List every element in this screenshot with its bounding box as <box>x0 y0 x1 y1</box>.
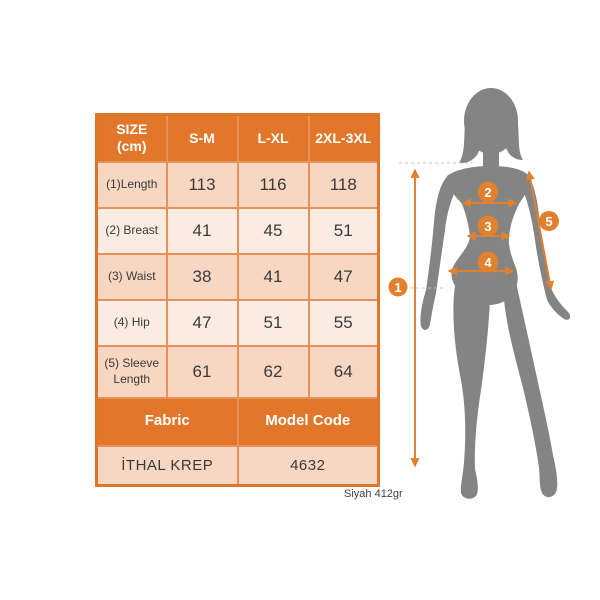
hair-right-tip <box>505 114 523 160</box>
length-2xl3xl-value: 118 <box>307 160 380 209</box>
marker-4-label: 4 <box>484 255 492 270</box>
right-leg-silhouette <box>504 282 558 498</box>
length-sm-value: 113 <box>165 160 239 209</box>
col-lxl-header: L-XL <box>236 113 310 163</box>
neck-silhouette <box>483 140 499 172</box>
measurement-row-waist: (3) Waist 38 41 47 <box>95 252 380 301</box>
row-label-sleeve: (5) Sleeve Length <box>95 344 168 399</box>
row-label-breast: (2) Breast <box>95 206 168 255</box>
marker-1-circle <box>388 277 408 297</box>
marker-4-circle <box>477 251 499 273</box>
footer-value-row: İTHAL KREP 4632 <box>95 444 380 487</box>
right-arm-silhouette <box>521 174 571 320</box>
length-lxl-value: 116 <box>236 160 310 209</box>
waist-lxl-value: 41 <box>236 252 310 301</box>
fabric-header-cell: Fabric <box>95 396 239 447</box>
sleeve-arrow <box>525 170 555 291</box>
measurement-row-breast: (2) Breast 41 45 51 <box>95 206 380 255</box>
marker-3-circle <box>477 215 499 237</box>
marker-2-label: 2 <box>484 185 491 200</box>
row-label-hip: (4) Hip <box>95 298 168 347</box>
hip-sm-value: 47 <box>165 298 239 347</box>
marker-5-label: 5 <box>545 214 552 229</box>
hip-lxl-value: 51 <box>236 298 310 347</box>
size-header-cell: SIZE (cm) <box>95 113 168 163</box>
size-chart-table: SIZE (cm) S-M L-XL 2XL-3XL (1)Length 113… <box>95 113 380 487</box>
model-code-header-cell: Model Code <box>236 396 380 447</box>
woman-silhouette <box>420 88 571 499</box>
sleeve-sm-value: 61 <box>165 344 239 399</box>
breast-lxl-value: 45 <box>236 206 310 255</box>
col-sm-header: S-M <box>165 113 239 163</box>
marker-2-circle <box>477 181 499 203</box>
weight-caption: Siyah 412gr <box>344 488 403 500</box>
footer-header-row: Fabric Model Code <box>95 396 380 447</box>
hip-2xl3xl-value: 55 <box>307 298 380 347</box>
left-arm-silhouette <box>420 175 458 330</box>
sleeve-2xl3xl-value: 64 <box>307 344 380 399</box>
marker-1-label: 1 <box>394 280 401 295</box>
waist-2xl3xl-value: 47 <box>307 252 380 301</box>
col-2xl3xl-header: 2XL-3XL <box>307 113 380 163</box>
size-chart-header-row: SIZE (cm) S-M L-XL 2XL-3XL <box>95 113 380 163</box>
sleeve-lxl-value: 62 <box>236 344 310 399</box>
measurement-row-hip: (4) Hip 47 51 55 <box>95 298 380 347</box>
measurement-row-length: (1)Length 113 116 118 <box>95 160 380 209</box>
waist-sm-value: 38 <box>165 252 239 301</box>
head-silhouette <box>464 88 518 154</box>
row-label-length: (1)Length <box>95 160 168 209</box>
left-leg-silhouette <box>453 285 490 499</box>
model-code-value-cell: 4632 <box>236 444 380 487</box>
measurement-row-sleeve: (5) Sleeve Length 61 62 64 <box>95 344 380 399</box>
breast-2xl3xl-value: 51 <box>307 206 380 255</box>
hair-left-tip <box>459 114 480 164</box>
breast-sm-value: 41 <box>165 206 239 255</box>
row-label-waist: (3) Waist <box>95 252 168 301</box>
marker-3-label: 3 <box>484 219 491 234</box>
fabric-value-cell: İTHAL KREP <box>95 444 239 487</box>
marker-5-circle <box>539 211 559 231</box>
